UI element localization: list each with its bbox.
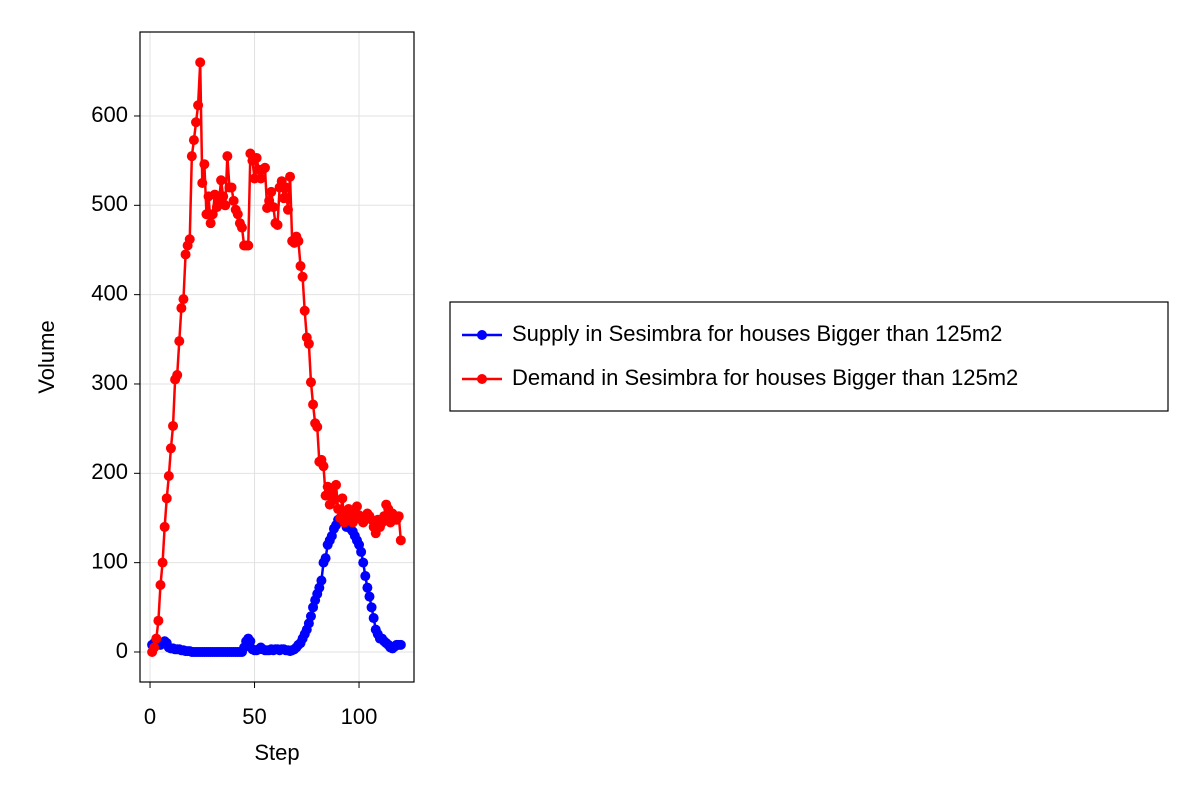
y-tick-label: 300 (91, 370, 128, 395)
point (188, 135, 199, 146)
y-tick-label: 500 (91, 191, 128, 216)
point (236, 222, 247, 233)
point (193, 100, 204, 111)
point (174, 336, 185, 347)
point (280, 182, 291, 193)
point (318, 461, 329, 472)
point (299, 305, 310, 316)
point (316, 575, 327, 586)
point (351, 501, 362, 512)
point (305, 377, 316, 388)
point (205, 218, 216, 229)
point (285, 171, 296, 182)
point (245, 636, 256, 647)
point (393, 511, 404, 522)
point (395, 639, 406, 650)
point (186, 151, 197, 162)
point (333, 504, 344, 515)
point (272, 219, 283, 230)
point (232, 209, 243, 220)
point (303, 338, 314, 349)
legend-label: Supply in Sesimbra for houses Bigger tha… (512, 321, 1002, 346)
y-tick-label: 600 (91, 102, 128, 127)
point (360, 571, 371, 582)
point (356, 546, 367, 557)
point (155, 579, 166, 590)
point (282, 204, 293, 215)
point (149, 642, 160, 653)
point (347, 517, 358, 528)
x-tick-label: 100 (341, 704, 378, 729)
point (243, 240, 254, 251)
point (366, 602, 377, 613)
point (226, 182, 237, 193)
point (259, 162, 270, 173)
point (293, 236, 304, 247)
y-tick-label: 200 (91, 459, 128, 484)
point (297, 271, 308, 282)
point (362, 582, 373, 593)
point (178, 294, 189, 305)
point (328, 495, 339, 506)
x-axis-label: Step (254, 740, 299, 765)
plot-frame (139, 31, 415, 683)
point (151, 633, 162, 644)
point (191, 117, 202, 128)
point (161, 493, 172, 504)
point (255, 173, 266, 184)
y-tick-label: 100 (91, 548, 128, 573)
point (295, 261, 306, 272)
point (157, 557, 168, 568)
point (364, 591, 375, 602)
point (320, 553, 331, 564)
point (395, 535, 406, 546)
point (251, 152, 262, 163)
point (199, 159, 210, 170)
point (312, 421, 323, 432)
point (337, 493, 348, 504)
point (216, 175, 227, 186)
point (172, 370, 183, 381)
y-tick-label: 400 (91, 280, 128, 305)
point (331, 479, 342, 490)
point (197, 177, 208, 188)
point (368, 613, 379, 624)
point (180, 249, 191, 260)
x-tick-label: 0 (144, 704, 156, 729)
point (308, 399, 319, 410)
legend-label: Demand in Sesimbra for houses Bigger tha… (512, 365, 1018, 390)
legend-marker (477, 330, 487, 340)
point (153, 615, 164, 626)
legend-box (449, 301, 1169, 412)
point (218, 191, 229, 202)
point (159, 521, 170, 532)
point (195, 57, 206, 68)
point (268, 202, 279, 213)
point (228, 195, 239, 206)
point (165, 443, 176, 454)
y-axis-label: Volume (34, 320, 59, 393)
point (184, 234, 195, 245)
point (305, 611, 316, 622)
point (266, 186, 277, 197)
point (222, 151, 233, 162)
point (168, 420, 179, 431)
point (278, 193, 289, 204)
legend-marker (477, 374, 487, 384)
point (176, 303, 187, 314)
point (220, 200, 231, 211)
x-tick-label: 50 (242, 704, 266, 729)
point (163, 470, 174, 481)
point (358, 557, 369, 568)
y-tick-label: 0 (116, 638, 128, 663)
